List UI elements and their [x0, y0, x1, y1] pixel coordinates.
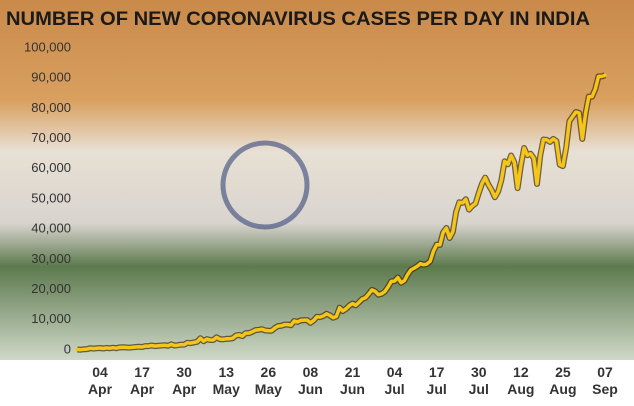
x-tick-label: 30 Jul: [468, 364, 489, 397]
y-tick-label: 0: [64, 341, 71, 356]
x-tick-label: 30 Apr: [172, 364, 197, 397]
chart-title: NUMBER OF NEW CORONAVIRUS CASES PER DAY …: [6, 9, 590, 30]
y-tick-label: 20,000: [31, 281, 71, 296]
x-tick-label: 26 May: [254, 364, 282, 397]
y-tick-label: 10,000: [31, 311, 71, 326]
x-tick-label: 25 Aug: [549, 364, 577, 397]
x-tick-label: 13 May: [212, 364, 240, 397]
y-tick-label: 70,000: [31, 130, 71, 145]
y-tick-label: 40,000: [31, 221, 71, 236]
line: [75, 73, 607, 352]
y-tick-label: 50,000: [31, 190, 71, 205]
x-tick-label: 17 Apr: [130, 364, 155, 397]
x-tick-label: 21 Jun: [340, 364, 365, 397]
y-tick-label: 30,000: [31, 251, 71, 266]
y-tick-label: 90,000: [31, 70, 71, 85]
chakra: [220, 140, 310, 230]
x-tick-label: 12 Aug: [507, 364, 535, 397]
x-tick-label: 07 Sep: [592, 364, 618, 397]
x-tick-label: 04 Jul: [384, 364, 405, 397]
y-tick-label: 100,000: [24, 39, 71, 54]
x-tick-label: 04 Apr: [87, 364, 113, 397]
y-tick-label: 80,000: [31, 100, 71, 115]
background: [0, 0, 634, 360]
x-tick-label: 08 Jun: [297, 364, 323, 397]
y-tick-label: 60,000: [31, 160, 71, 175]
x-tick-label: 17 Jul: [426, 364, 447, 397]
